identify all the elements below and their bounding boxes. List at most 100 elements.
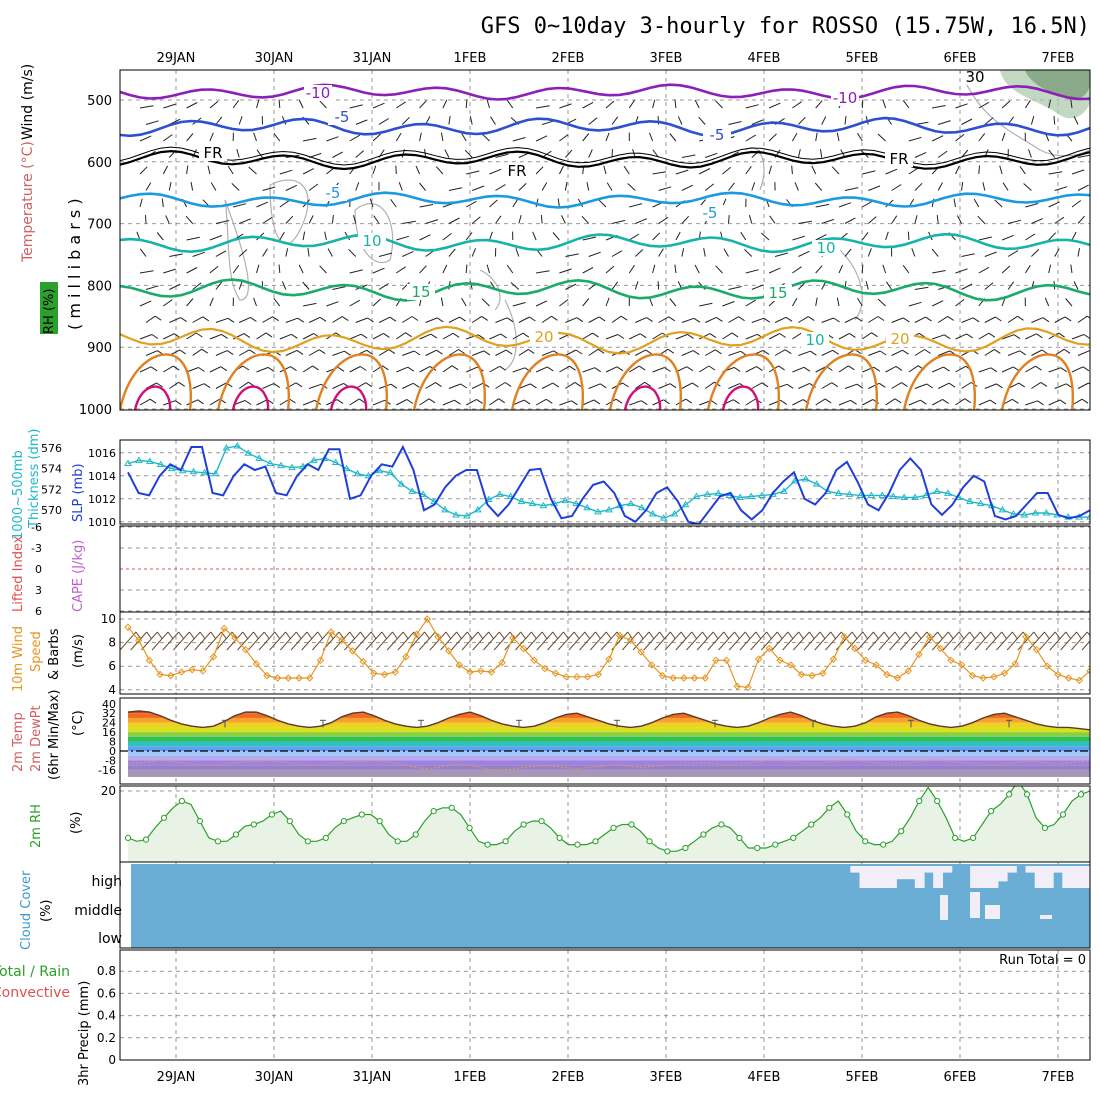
thickness-point (342, 464, 351, 472)
wind-barb (760, 232, 770, 241)
wind-barb (145, 120, 159, 125)
wind-barb (540, 215, 543, 224)
wind-barb (396, 366, 408, 373)
wind-barb (611, 219, 626, 224)
wind-barb (327, 248, 333, 257)
wind-barb (1048, 171, 1063, 175)
wind-barb (821, 116, 827, 125)
wind-barb (425, 349, 437, 356)
wind-speed-point (1022, 632, 1030, 641)
isotherm (120, 116, 1090, 138)
thickness-point (244, 449, 253, 456)
thickness-tick: 570 (41, 504, 62, 517)
wind-barb (914, 383, 927, 389)
wind-barb (931, 300, 944, 307)
isotherm-warm (412, 353, 486, 410)
wind-barb (396, 332, 406, 340)
cloud-high-cell (868, 866, 879, 888)
surface-wind-barb (568, 631, 586, 651)
wind-barb-flag (879, 350, 887, 356)
rh-point (1077, 791, 1085, 798)
thickness-point (889, 492, 898, 499)
date-label-bottom: 30JAN (255, 1070, 294, 1085)
wind-barb (794, 182, 799, 191)
wind-barb (629, 333, 641, 340)
slp-label-2: Thickness (dm) (27, 429, 42, 529)
wind-speed-point (808, 671, 816, 680)
wind-barb (465, 200, 477, 208)
wind-barb (373, 215, 380, 224)
wind-barb (163, 365, 174, 373)
wind-barb (1025, 365, 1036, 373)
precip-tick: 0.2 (97, 1031, 116, 1045)
wind-barb-flag (296, 349, 304, 355)
rh-point (466, 824, 473, 832)
wind-barb (557, 198, 560, 208)
wind-barb (536, 270, 550, 274)
wind-barb-flag (574, 381, 582, 387)
surface-wind-barb (680, 631, 687, 640)
wind-barb (442, 399, 455, 406)
wind-barb (303, 137, 317, 142)
surface-wind-barb (194, 631, 212, 651)
wind-tick: 4 (108, 683, 116, 697)
date-label-top: 3FEB (650, 51, 683, 66)
date-label-top: 30JAN (255, 51, 294, 66)
wind-barb (728, 215, 730, 224)
wind-barb (139, 105, 154, 109)
wind-barb (279, 169, 293, 175)
wind-barb-flag (600, 383, 607, 389)
wind-barb (390, 199, 397, 208)
wind-speed-point (263, 671, 271, 680)
wind-barb (273, 133, 281, 142)
ua-label-wind: Wind (m/s) (20, 64, 36, 140)
wind-barb (722, 301, 735, 307)
wind-barb (486, 264, 490, 274)
wind-barb (401, 281, 410, 290)
wind-barb (931, 135, 944, 142)
wind-barb-flag (523, 399, 531, 405)
wind-barb-flag (366, 349, 373, 355)
wind-barb (209, 297, 214, 307)
wind-barb (506, 100, 514, 109)
wind-barb (355, 119, 368, 125)
wind-label-2: Speed (29, 631, 44, 672)
wind-barb-flag (1013, 334, 1021, 340)
surface-wind-barb (573, 631, 580, 640)
wind-barb (1025, 233, 1036, 241)
wind-barb (536, 105, 550, 109)
surface-wind-barb (344, 631, 361, 651)
wind-barb (559, 299, 569, 307)
wind-barb-flag (966, 333, 973, 339)
thickness-point (145, 457, 154, 464)
wind-barb-flag (406, 399, 414, 404)
wind-barb-flag (894, 398, 902, 404)
surface-wind-barb (728, 631, 746, 651)
thickness-tick: 574 (41, 463, 62, 476)
wind-barb (262, 383, 274, 389)
surface-wind-barb (595, 631, 602, 640)
wind-speed-point (316, 656, 325, 665)
surface-wind-barb (466, 631, 473, 640)
contour-label: 30 (965, 68, 984, 86)
surface-wind-barb (723, 631, 730, 640)
surface-wind-barb (980, 631, 986, 640)
wind-barb-flag (430, 333, 438, 339)
wind-barb (588, 251, 601, 257)
wind-barb (955, 365, 966, 373)
wind-barb (186, 367, 199, 373)
rh-contour (504, 299, 517, 371)
panel-frame (119, 697, 1091, 785)
rh-point (376, 818, 383, 825)
wind-barb (844, 248, 852, 257)
rh-point (988, 808, 995, 815)
thickness-point (703, 490, 712, 497)
wind-barb (774, 252, 788, 257)
surface-wind-barb (365, 631, 383, 651)
thickness-point (528, 499, 537, 507)
wind-barb (558, 165, 564, 175)
wind-barb (1001, 297, 1006, 307)
surface-wind-barb (969, 631, 976, 640)
wind-barb (1070, 99, 1073, 109)
